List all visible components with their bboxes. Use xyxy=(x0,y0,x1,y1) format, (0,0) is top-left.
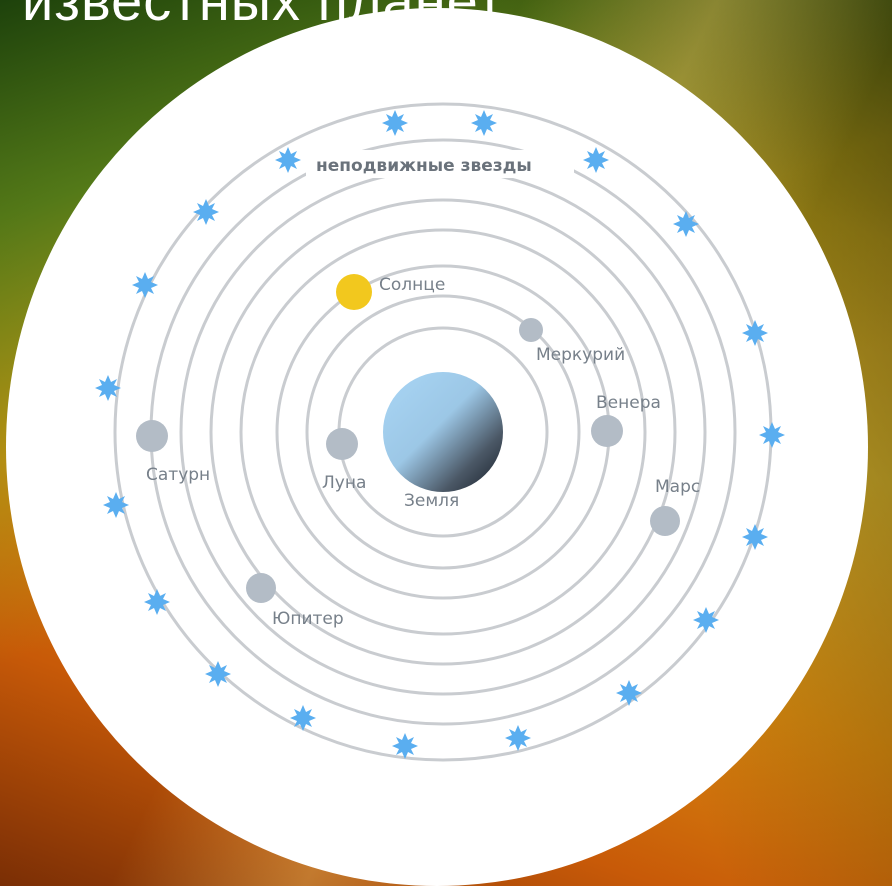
star-icon xyxy=(275,147,301,173)
earth-body xyxy=(383,372,503,492)
moon-body xyxy=(326,428,358,460)
star-icon xyxy=(742,524,768,550)
star-icon xyxy=(382,110,408,136)
star-icon xyxy=(583,147,609,173)
mercury-body xyxy=(519,318,543,342)
label-earth: Земля xyxy=(404,491,459,511)
label-moon: Луна xyxy=(322,473,366,493)
label-venus: Венера xyxy=(596,393,661,413)
fixed-stars-label-bg xyxy=(306,150,574,178)
label-saturn: Сатурн xyxy=(146,465,210,485)
mars-body xyxy=(650,506,680,536)
orbit-sun xyxy=(239,228,647,636)
orbit-mars xyxy=(209,198,677,666)
star-icon xyxy=(616,680,642,706)
star-icon xyxy=(205,661,231,687)
star-icon xyxy=(693,607,719,633)
label-jupiter: Юпитер xyxy=(272,609,344,629)
star-icon xyxy=(193,199,219,225)
label-fixed-stars: неподвижные звезды xyxy=(316,156,532,176)
star-icon xyxy=(759,422,785,448)
star-icon xyxy=(673,211,699,237)
jupiter-body xyxy=(246,573,276,603)
star-icon xyxy=(144,589,170,615)
label-sun: Солнце xyxy=(379,275,445,295)
venus-body xyxy=(591,415,623,447)
star-icon xyxy=(471,110,497,136)
label-mars: Марс xyxy=(655,477,700,497)
sun-body xyxy=(336,274,372,310)
star-icon xyxy=(742,320,768,346)
star-icon xyxy=(290,705,316,731)
saturn-body xyxy=(136,420,168,452)
orbit-mercury xyxy=(305,294,581,570)
label-mercury: Меркурий xyxy=(536,345,625,365)
star-icon xyxy=(505,725,531,751)
